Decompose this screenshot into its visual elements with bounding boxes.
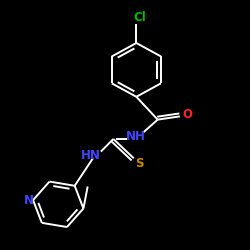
Text: N: N [24,194,34,206]
Text: Cl: Cl [134,11,146,24]
Text: O: O [182,108,192,121]
Text: HN: HN [81,149,100,162]
Text: NH: NH [126,130,146,143]
Text: S: S [135,157,144,170]
